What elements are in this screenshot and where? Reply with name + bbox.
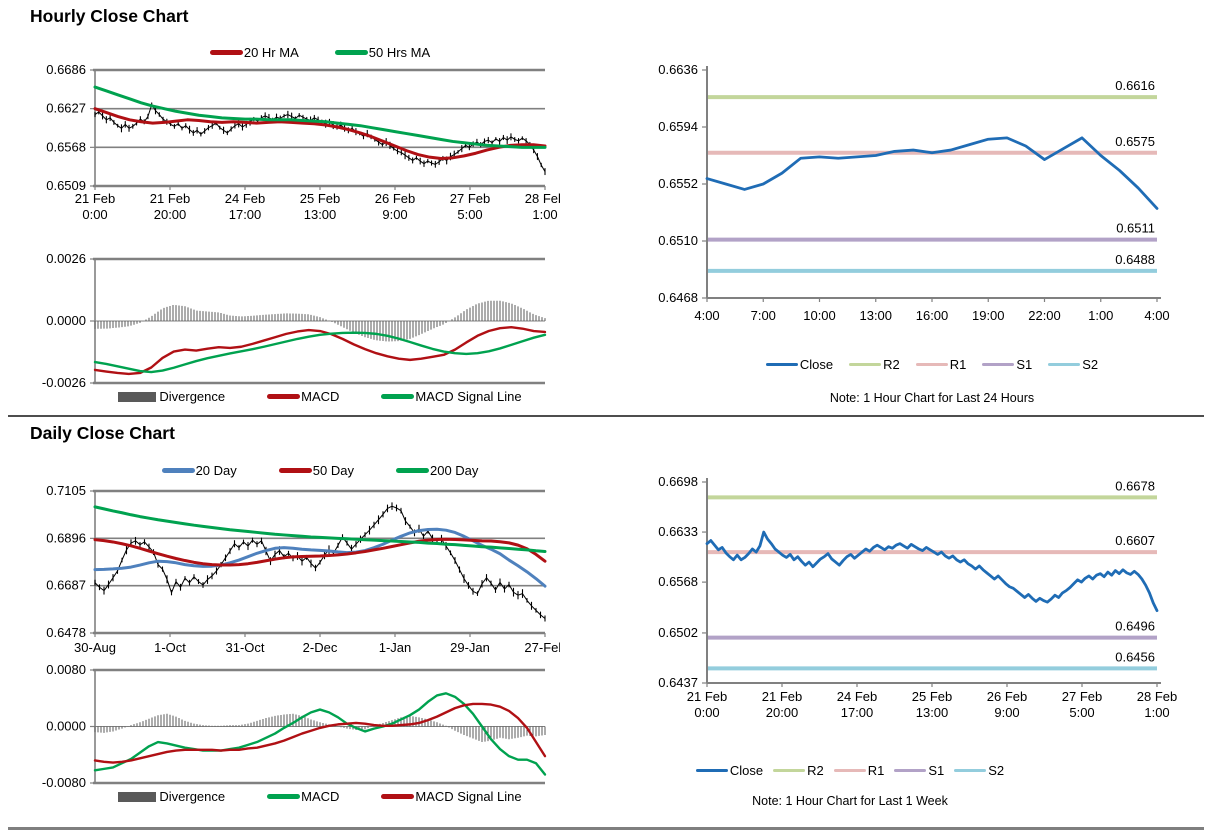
hourly-pivot-chart-canvas <box>630 54 1190 346</box>
hourly-macd-chart-canvas <box>30 250 560 390</box>
legend-swatch-close <box>765 363 798 366</box>
legend-label: 50 Day <box>312 463 354 478</box>
legend-swatch-200-day <box>395 468 429 473</box>
legend-item: 20 Hr MA <box>209 45 299 60</box>
legend-label: S1 <box>1016 357 1033 372</box>
daily-pivot-legend: Close R2 R1 S1 S2 <box>625 763 1075 778</box>
legend-swatch-s2 <box>954 769 987 772</box>
legend-label: 20 Hr MA <box>243 45 299 60</box>
legend-swatch-s1 <box>982 363 1015 366</box>
legend-item: MACD Signal Line <box>381 389 522 404</box>
legend-swatch-macd <box>267 794 301 799</box>
legend-swatch-r1 <box>833 769 866 772</box>
daily-pivot-chart-canvas <box>630 468 1190 732</box>
legend-item: 20 Day <box>161 463 237 478</box>
legend-swatch-50-day <box>278 468 312 473</box>
legend-swatch-close <box>695 769 728 772</box>
legend-label: MACD Signal Line <box>415 389 522 404</box>
hourly-pivot-legend: Close R2 R1 S1 S2 <box>707 357 1157 372</box>
legend-label: MACD Signal Line <box>415 789 522 804</box>
legend-item: S2 <box>954 763 1004 778</box>
legend-item: Close <box>765 357 834 372</box>
hourly-pivot-note: Note: 1 Hour Chart for Last 24 Hours <box>829 391 1035 405</box>
legend-label: MACD <box>301 389 340 404</box>
legend-item: R2 <box>849 357 900 372</box>
legend-item: S1 <box>894 763 944 778</box>
legend-label: 50 Hrs MA <box>368 45 431 60</box>
legend-swatch-20-day <box>161 468 195 473</box>
legend-swatch-divergence <box>118 391 157 402</box>
legend-item: 200 Day <box>395 463 479 478</box>
legend-swatch-r2 <box>773 769 806 772</box>
daily-ma-legend: 20 Day 50 Day 200 Day <box>95 463 545 478</box>
hourly-macd-legend: Divergence MACD MACD Signal Line <box>95 389 545 404</box>
legend-swatch-r2 <box>849 363 882 366</box>
legend-swatch-20-hr-ma <box>209 50 243 55</box>
legend-swatch-50-hrs-ma <box>334 50 368 55</box>
legend-label: S2 <box>988 763 1005 778</box>
legend-label: 20 Day <box>195 463 237 478</box>
legend-swatch-macd-signal-line <box>381 794 415 799</box>
bottom-divider <box>8 827 1204 830</box>
legend-swatch-macd <box>267 394 301 399</box>
daily-section-title: Daily Close Chart <box>30 423 175 443</box>
daily-macd-chart-canvas <box>30 664 560 790</box>
legend-item: S2 <box>1048 357 1098 372</box>
section-divider <box>8 415 1204 417</box>
legend-item: R1 <box>915 357 967 372</box>
legend-label: S2 <box>1082 357 1099 372</box>
daily-macd-legend: Divergence MACD MACD Signal Line <box>95 789 545 804</box>
legend-item: Close <box>695 763 764 778</box>
legend-label: R1 <box>867 763 885 778</box>
legend-item: MACD <box>267 789 339 804</box>
legend-label: 200 Day <box>429 463 479 478</box>
legend-item: R1 <box>833 763 885 778</box>
hourly-ma-legend: 20 Hr MA 50 Hrs MA <box>95 45 545 60</box>
legend-label: R2 <box>807 763 824 778</box>
legend-item: MACD Signal Line <box>381 789 522 804</box>
daily-pivot-note: Note: 1 Hour Chart for Last 1 Week <box>752 794 948 808</box>
legend-item: S1 <box>982 357 1032 372</box>
legend-swatch-macd-signal-line <box>381 394 415 399</box>
legend-label: Divergence <box>159 389 226 404</box>
legend-label: Close <box>729 763 764 778</box>
legend-label: R2 <box>883 357 900 372</box>
legend-item: Divergence <box>118 789 225 804</box>
legend-label: MACD <box>301 789 340 804</box>
daily-close-chart-canvas <box>30 482 560 660</box>
legend-label: S1 <box>928 763 945 778</box>
legend-item: R2 <box>773 763 824 778</box>
legend-item: 50 Day <box>278 463 354 478</box>
legend-item: 50 Hrs MA <box>334 45 431 60</box>
hourly-section-title: Hourly Close Chart <box>30 6 189 26</box>
legend-swatch-divergence <box>118 791 157 802</box>
legend-item: MACD <box>267 389 339 404</box>
legend-label: Close <box>799 357 834 372</box>
legend-swatch-s1 <box>894 769 927 772</box>
legend-label: R1 <box>949 357 967 372</box>
legend-label: Divergence <box>159 789 226 804</box>
legend-swatch-r1 <box>915 363 948 366</box>
legend-swatch-s2 <box>1048 363 1081 366</box>
hourly-close-chart-canvas <box>30 62 560 240</box>
legend-item: Divergence <box>118 389 225 404</box>
